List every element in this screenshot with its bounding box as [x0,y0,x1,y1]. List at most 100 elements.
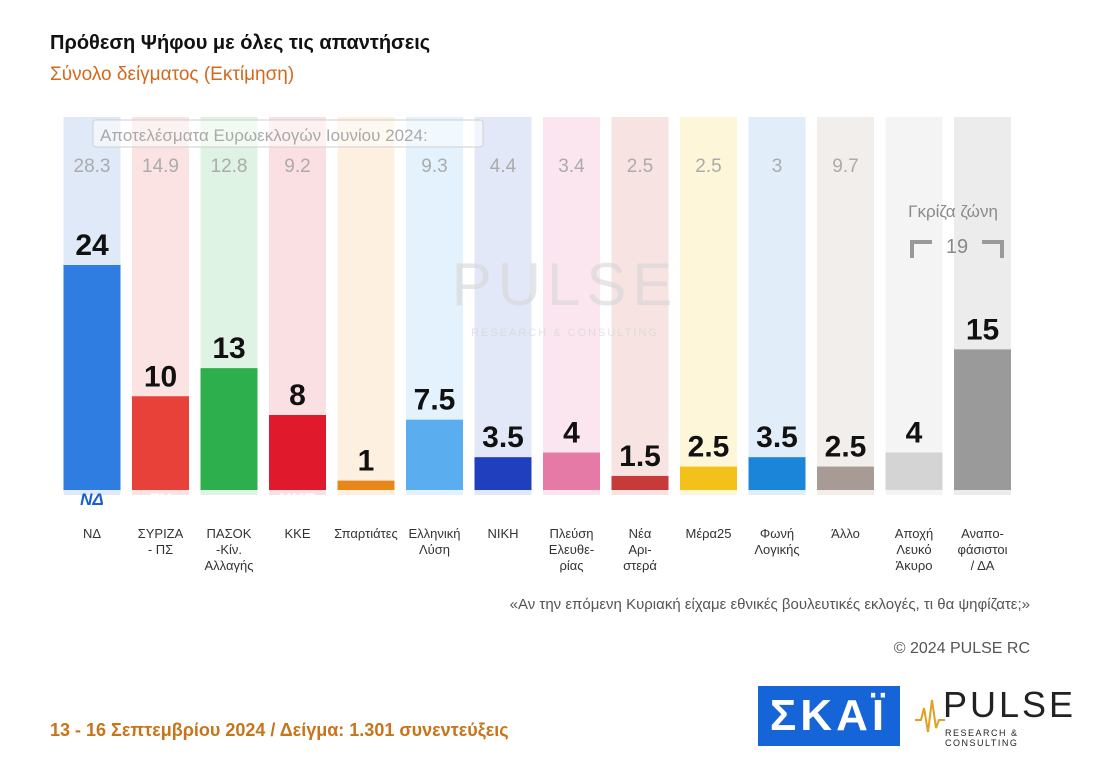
bar [748,457,806,490]
category-label-line: Λύση [419,542,450,557]
survey-question: «Αν την επόμενη Κυριακή είχαμε εθνικές β… [509,596,1030,613]
category-label-line: Άκυρο [896,558,933,573]
party-logo: ΣΥ [150,490,172,509]
previous-result-label: 2.5 [695,156,721,177]
grey-zone-bracket-right [982,240,1004,258]
category-label: ΝΙΚΗ [487,526,518,541]
category-label-line: ΝΙΚΗ [487,526,518,541]
watermark-sub: RESEARCH & CONSULTING [471,327,659,339]
category-label-line: Φωνή [760,526,794,541]
bar [680,466,737,490]
grey-zone: Γκρίζα ζώνη 19 [908,202,1004,258]
category-label-line: Αποχή [895,526,933,541]
data-label: 8 [289,379,306,412]
category-label-line: στερά [623,558,657,573]
category-label-line: ΣΥΡΙΖΑ [138,526,184,541]
category-label: Άλλο [831,526,860,541]
data-label: 4 [906,417,923,450]
data-label: 2.5 [825,431,867,464]
column-background [611,117,669,495]
bar-chart: PULSE RESEARCH & CONSULTING Αποτελέσματα… [63,117,1011,573]
category-label: ΣΥΡΙΖΑ - ΠΣ [138,526,184,557]
bar [406,419,463,490]
category-label-line: Άλλο [831,526,860,541]
data-label: 3.5 [482,421,524,454]
column-background [543,117,600,495]
category-label: Ελληνική Λύση [408,526,460,557]
data-label: 4 [563,417,580,450]
previous-result-label: 9.7 [832,156,858,177]
bar [611,475,669,490]
category-label: ΠΑΣΟΚ -Κίν. Αλλαγής [205,526,254,573]
category-label: ΚΚΕ [284,526,310,541]
grey-zone-value: 19 [946,236,968,258]
grey-zone-label: Γκρίζα ζώνη [908,202,998,221]
column-background [680,117,737,495]
category-label-line: Ελευθε- [549,542,594,557]
grey-zone-bracket-left [910,240,932,258]
category-label-line: Πλεύση [549,526,593,541]
data-label: 1 [358,445,375,478]
category-label-line: -Κίν. [216,542,242,557]
category-label-line: - ΠΣ [148,542,173,557]
chart-subtitle: Σύνολο δείγματος (Εκτίμηση) [50,64,295,85]
data-label: 1.5 [619,440,661,473]
category-label-line: Σπαρτιάτες [334,526,398,541]
bar [63,265,121,490]
category-label-line: ρίας [559,558,583,573]
previous-result-label: 28.3 [74,156,111,177]
data-label: 24 [75,229,109,262]
data-label: 10 [144,360,177,393]
bar [817,466,874,490]
category-label-line: Αλλαγής [205,558,254,573]
column-background [885,117,943,495]
category-label-line: Αρι- [628,542,651,557]
category-label-line: Νέα [629,526,652,541]
column-background [337,117,395,495]
pulse-logo-subtext: RESEARCH & CONSULTING [945,728,1019,748]
data-label: 7.5 [414,384,456,417]
copyright: © 2024 PULSE RC [893,640,1030,657]
data-label: 15 [966,313,999,346]
previous-result-label: 4.4 [490,156,517,177]
category-label-line: Μέρα25 [686,526,732,541]
column-background [474,117,532,495]
category-label-line: ΚΚΕ [284,526,310,541]
party-logo: ΜέΡΑ25 [688,496,729,508]
pulse-logo: PULSE RESEARCH & CONSULTING [915,684,1080,748]
category-label: Φωνή Λογικής [754,526,799,557]
category-label-line: φάσιστοι [958,542,1008,557]
bar [543,452,600,490]
category-label-line: / ΔΑ [971,558,995,573]
previous-results-box [92,119,484,148]
bar [269,415,326,490]
survey-dates-sample: 13 - 16 Σεπτεμβρίου 2024 / Δείγμα: 1.301… [50,720,509,740]
category-label: Πλεύση Ελευθε-ρίας [549,526,594,573]
bar [885,452,943,490]
data-label: 2.5 [688,431,730,464]
skai-logo: ΣΚΑΪ [758,686,900,746]
previous-result-label: 12.8 [211,156,248,177]
party-logo: ΚΚΕ [280,490,316,509]
chart-title: Πρόθεση Ψήφου με όλες τις απαντήσεις [50,32,431,54]
category-label: ΝΔ [83,526,101,541]
category-label-line: Λευκό [896,542,931,557]
bar [200,368,258,490]
category-label-line: Ελληνική [408,526,460,541]
bar [337,480,395,490]
watermark: PULSE [452,251,679,318]
category-label: Αποχή Λευκό Άκυρο [895,526,933,573]
column-background [748,117,806,495]
previous-result-label: 14.9 [142,156,179,177]
previous-result-label: 3.4 [558,156,585,177]
column-background [817,117,874,495]
category-label: Σπαρτιάτες [334,526,398,541]
category-label: Αναπο-φάσιστοι / ΔΑ [958,526,1008,573]
bar [132,396,189,490]
previous-result-label: 9.3 [421,156,447,177]
bar [954,349,1011,490]
previous-results-label: Αποτελέσματα Ευρωεκλογών Ιουνίου 2024: [100,126,428,145]
category-label: Νέα Αρι-στερά [623,526,657,573]
bar [474,457,532,490]
data-label: 3.5 [756,421,798,454]
